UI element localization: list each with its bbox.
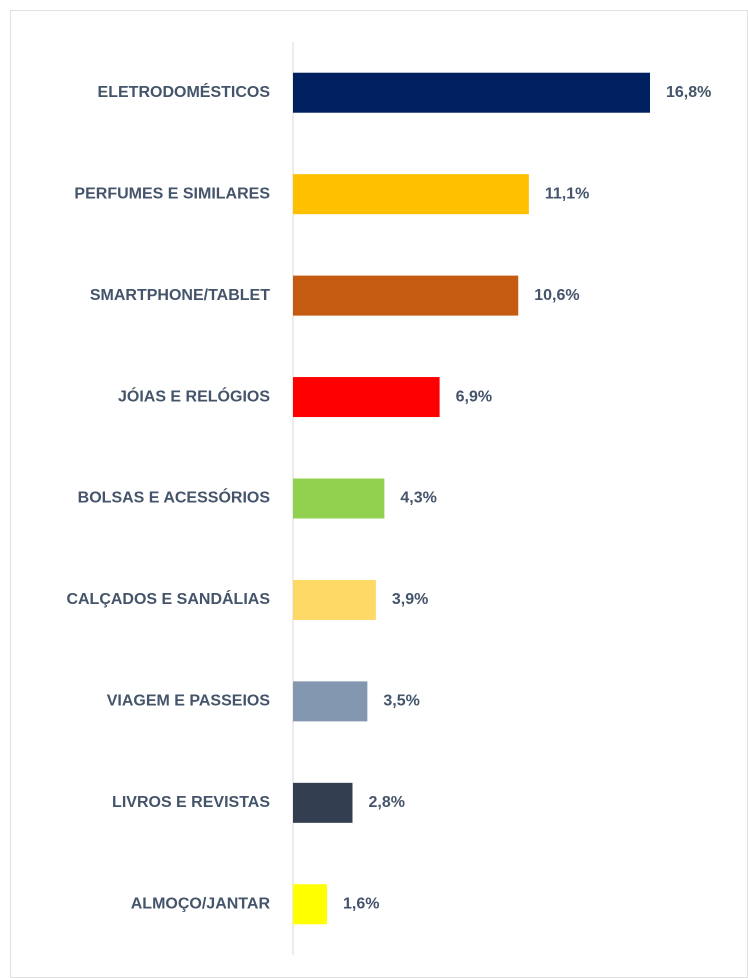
bar (293, 72, 650, 113)
category-label: JÓIAS E RELÓGIOS (118, 386, 270, 405)
category-label: ALMOÇO/JANTAR (131, 895, 271, 912)
value-label: 3,9% (392, 591, 428, 608)
category-label: BOLSAS E ACESSÓRIOS (78, 488, 271, 507)
bar (293, 478, 385, 519)
value-label: 16,8% (666, 84, 711, 101)
value-label: 4,3% (400, 490, 436, 507)
value-label: 1,6% (343, 895, 379, 912)
bar (293, 782, 353, 823)
bar (293, 275, 519, 316)
value-label: 2,8% (369, 794, 405, 811)
bar (293, 681, 368, 722)
category-label: ELETRODOMÉSTICOS (98, 82, 271, 101)
category-label: LIVROS E REVISTAS (112, 794, 270, 811)
value-label: 11,1% (545, 185, 589, 202)
bar (293, 377, 440, 418)
bar (293, 884, 327, 925)
bar (293, 174, 529, 215)
value-label: 10,6% (534, 287, 579, 304)
category-label: CALÇADOS E SANDÁLIAS (66, 589, 270, 608)
category-label: PERFUMES E SIMILARES (74, 185, 270, 202)
value-label: 6,9% (456, 388, 492, 405)
bar (293, 579, 376, 620)
value-label: 3,5% (383, 693, 419, 710)
category-label: SMARTPHONE/TABLET (90, 287, 270, 304)
category-label: VIAGEM E PASSEIOS (107, 693, 271, 710)
